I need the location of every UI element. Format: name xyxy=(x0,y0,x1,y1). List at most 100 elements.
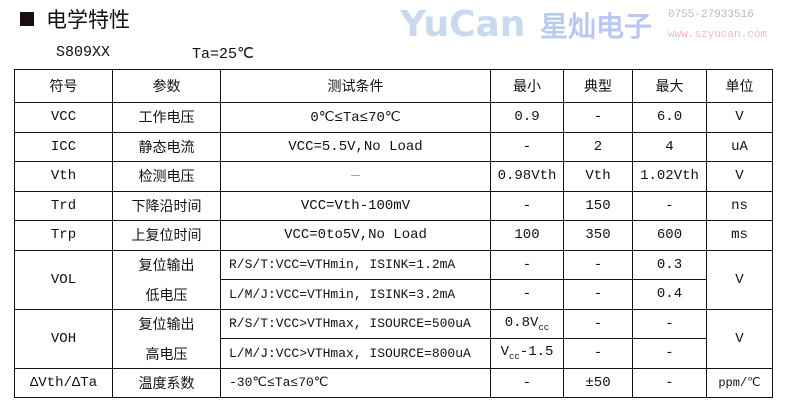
min-cell: Vcc-1.5 xyxy=(490,338,564,369)
min-cell: - xyxy=(490,279,564,310)
min-cell: - xyxy=(490,249,564,280)
watermark-site: www.szyucan.com xyxy=(668,29,768,41)
min-cell: 0.9 xyxy=(490,102,564,133)
max-cell: 0.3 xyxy=(632,249,707,280)
cond-cell: 0℃≤Ta≤70℃ xyxy=(220,102,491,133)
table-row: ΔVth/ΔTa 温度系数 -30℃≤Ta≤70℃ - ±50 - ppm/℃ xyxy=(14,367,773,398)
min-subscript: cc xyxy=(538,322,550,333)
table-row: ICC 静态电流 VCC=5.5V,No Load -2 4 uA xyxy=(14,131,773,162)
cond-cell: L/M/J:VCC=VTHmin, ISINK=3.2mA xyxy=(220,279,491,310)
table-row: VOL 复位输出低电压 R/S/T:VCC=VTHmin, ISINK=1.2m… xyxy=(14,249,773,310)
min-cell: 0.98Vth xyxy=(490,161,564,192)
unit-cell: V xyxy=(706,102,773,133)
max-cell: 0.4 xyxy=(632,279,707,310)
param-cell: 检测电压 xyxy=(112,161,221,192)
cond-cell: VCC=Vth-100mV xyxy=(220,190,491,221)
square-bullet-icon xyxy=(20,12,34,26)
typ-cell: - xyxy=(563,249,633,280)
unit-cell: V xyxy=(706,249,773,310)
min-cell: 0.8Vcc xyxy=(490,308,564,339)
table-row: VCC 工作电压 0℃≤Ta≤70℃ 0.9-6.0 V xyxy=(14,102,773,133)
param-cell: 复位输出 低电压 xyxy=(112,249,221,310)
min-cell: 100 xyxy=(490,220,564,251)
typ-cell: - xyxy=(563,279,633,310)
table-row: L/M/J:VCC=VTHmin, ISINK=3.2mA - - 0.4 xyxy=(15,279,773,310)
max-cell: - xyxy=(632,367,707,398)
table-row: Trd 下降沿时间 VCC=Vth-100mV -150- ns xyxy=(14,190,773,221)
typ-cell: - xyxy=(563,102,633,133)
header-cell: 测试条件 xyxy=(220,69,491,103)
cond-cell: R/S/T:VCC=VTHmin, ISINK=1.2mA xyxy=(220,249,491,280)
min-text: -1.5 xyxy=(519,344,554,361)
table-row: VOH 复位输出 高电压 R/S/T:VCC>VTHmax, ISOURCE=50… xyxy=(14,308,773,369)
header-cell: 参数 xyxy=(112,69,221,103)
typ-cell: ±50 xyxy=(563,367,633,398)
watermark-name: 星灿电子 xyxy=(540,10,653,43)
typ-cell: 150 xyxy=(563,190,633,221)
symbol-cell: VOL xyxy=(14,249,113,310)
unit-cell: ms xyxy=(706,220,773,251)
min-cell: - xyxy=(490,190,564,221)
param-cell: 复位输出 高电压 xyxy=(112,308,221,369)
max-cell: 4 xyxy=(632,131,707,162)
symbol-cell: Trd xyxy=(14,190,113,221)
symbol-cell: Vth xyxy=(14,161,113,192)
symbol-cell: Trp xyxy=(14,220,113,251)
param-line: 复位输出 xyxy=(138,316,195,333)
max-cell: 6.0 xyxy=(632,102,707,133)
typ-cell: 2 xyxy=(563,131,633,162)
symbol-cell: VCC xyxy=(14,102,113,133)
param-line: 高电压 xyxy=(145,346,188,363)
typ-cell: - xyxy=(563,338,633,369)
watermark-phone: 0755-27933516 xyxy=(668,9,754,21)
param-cell: 下降沿时间 xyxy=(112,190,221,221)
param-cell: 温度系数 xyxy=(112,367,221,398)
max-cell: 1.02Vth xyxy=(632,161,707,192)
param-cell: 上复位时间 xyxy=(112,220,221,251)
unit-cell: ppm/℃ xyxy=(706,367,773,398)
unit-cell: ns xyxy=(706,190,773,221)
symbol-cell: ΔVth/ΔTa xyxy=(14,367,113,398)
cond-cell: — xyxy=(220,161,491,192)
typ-cell: - xyxy=(563,308,633,339)
cond-cell: L/M/J:VCC>VTHmax, ISOURCE=800uA xyxy=(220,338,491,369)
typ-cell: Vth xyxy=(563,161,633,192)
watermark-logo: YuCan xyxy=(400,4,526,45)
typ-cell: 350 xyxy=(563,220,633,251)
min-cell: - xyxy=(490,367,564,398)
electrical-characteristics-table: 符号 参数 测试条件 最小 典型 最大 单位 VCC 工作电压 0℃≤Ta≤70℃ 0… xyxy=(14,69,773,398)
param-line: 低电压 xyxy=(145,287,188,304)
min-text: 0.8V xyxy=(504,314,539,331)
param-line: 复位输出 xyxy=(138,257,195,274)
table-header-row: 符号 参数 测试条件 最小 典型 最大 单位 xyxy=(14,69,773,103)
min-subscript: cc xyxy=(508,352,520,363)
header-cell: 单位 xyxy=(706,69,773,103)
min-text: V xyxy=(500,344,509,361)
unit-cell: uA xyxy=(706,131,773,162)
table-row: Vth 检测电压 —0.98Vth Vth 1.02Vth V xyxy=(14,161,773,192)
min-cell: - xyxy=(490,131,564,162)
section-title-text: 电学特性 xyxy=(46,8,130,32)
table-row: L/M/J:VCC>VTHmax, ISOURCE=800uA Vcc-1.5 … xyxy=(15,338,773,369)
max-cell: - xyxy=(632,190,707,221)
cond-cell: -30℃≤Ta≤70℃ xyxy=(220,367,491,398)
cond-cell: R/S/T:VCC>VTHmax, ISOURCE=500uA xyxy=(220,308,491,339)
header-cell: 最大 xyxy=(632,69,707,103)
cond-cell: VCC=5.5V,No Load xyxy=(220,131,491,162)
table-row: Trp 上复位时间 VCC=0to5V,No Load 100 350 600 ms xyxy=(14,220,773,251)
condition-label: Ta=25℃ xyxy=(192,46,254,63)
unit-cell: V xyxy=(706,161,773,192)
max-cell: - xyxy=(632,338,707,369)
max-cell: - xyxy=(632,308,707,339)
param-cell: 工作电压 xyxy=(112,102,221,133)
model-label: S809XX xyxy=(56,44,111,61)
header-cell: 符号 xyxy=(14,69,113,103)
header-cell: 最小 xyxy=(490,69,564,103)
param-cell: 静态电流 xyxy=(112,131,221,162)
cond-cell: VCC=0to5V,No Load xyxy=(220,220,491,251)
section-title: 电学特性 xyxy=(20,4,130,34)
header-cell: 典型 xyxy=(563,69,633,103)
max-cell: 600 xyxy=(632,220,707,251)
unit-cell: V xyxy=(706,308,773,369)
symbol-cell: ICC xyxy=(14,131,113,162)
